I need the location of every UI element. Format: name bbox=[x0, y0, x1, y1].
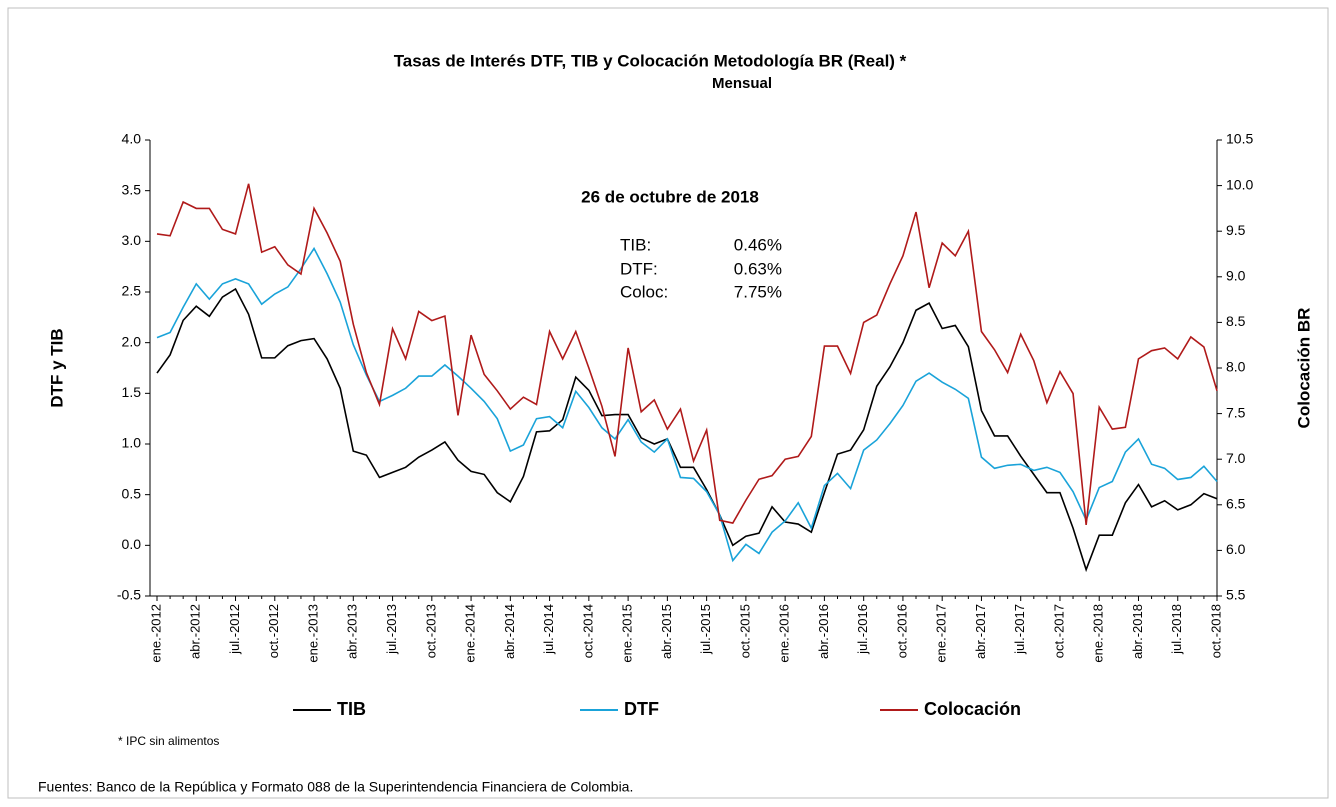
x-tick-label: ene.-2017 bbox=[934, 604, 949, 663]
x-tick-label: oct.-2016 bbox=[894, 604, 909, 658]
x-tick-label: oct.-2012 bbox=[266, 604, 281, 658]
annotation-date: 26 de octubre de 2018 bbox=[581, 187, 759, 206]
x-tick-label: jul.-2017 bbox=[1012, 604, 1027, 655]
chart-title: Tasas de Interés DTF, TIB y Colocación M… bbox=[394, 51, 907, 70]
chart-frame bbox=[7, 7, 1329, 799]
y-tick-label: 3.5 bbox=[122, 181, 142, 197]
annotation-label: DTF: bbox=[620, 259, 658, 278]
legend-label: TIB bbox=[337, 699, 366, 719]
x-tick-label: abr.-2018 bbox=[1130, 604, 1145, 659]
annotation-label: Coloc: bbox=[620, 282, 668, 301]
annotation-label: TIB: bbox=[620, 235, 651, 254]
annotation-value: 0.63% bbox=[734, 259, 782, 278]
y2-tick-label: 6.5 bbox=[1226, 496, 1246, 512]
x-tick-label: abr.-2014 bbox=[502, 604, 517, 659]
x-tick-label: ene.-2016 bbox=[777, 604, 792, 663]
y-tick-label: 0.0 bbox=[122, 536, 142, 552]
y-tick-label: 4.0 bbox=[122, 131, 142, 147]
x-tick-label: ene.-2018 bbox=[1091, 604, 1106, 663]
y2-tick-label: 10.5 bbox=[1226, 131, 1253, 147]
annotation-value: 0.46% bbox=[734, 235, 782, 254]
y-tick-label: 1.5 bbox=[122, 384, 142, 400]
footnote: * IPC sin alimentos bbox=[118, 734, 219, 748]
x-tick-label: abr.-2012 bbox=[188, 604, 203, 659]
y-tick-label: 0.5 bbox=[122, 485, 142, 501]
y2-tick-label: 5.5 bbox=[1226, 587, 1246, 603]
x-tick-label: abr.-2016 bbox=[816, 604, 831, 659]
y2-tick-label: 6.0 bbox=[1226, 541, 1246, 557]
y2-tick-label: 8.0 bbox=[1226, 359, 1246, 375]
y2-tick-label: 7.0 bbox=[1226, 450, 1246, 466]
x-tick-label: ene.-2013 bbox=[305, 604, 320, 663]
x-tick-label: oct.-2017 bbox=[1051, 604, 1066, 658]
y-axis-label: DTF y TIB bbox=[47, 328, 66, 407]
x-tick-label: ene.-2014 bbox=[463, 604, 478, 663]
x-tick-label: abr.-2017 bbox=[973, 604, 988, 659]
x-tick-label: oct.-2018 bbox=[1208, 604, 1223, 658]
y2-tick-label: 10.0 bbox=[1226, 176, 1253, 192]
x-tick-label: ene.-2012 bbox=[148, 604, 163, 663]
y-tick-label: 1.0 bbox=[122, 435, 142, 451]
y-tick-label: 2.5 bbox=[122, 283, 142, 299]
x-tick-label: jul.-2012 bbox=[227, 604, 242, 655]
y-tick-label: 2.0 bbox=[122, 333, 142, 349]
x-tick-label: jul.-2013 bbox=[384, 604, 399, 655]
y2-tick-label: 7.5 bbox=[1226, 404, 1246, 420]
x-tick-label: jul.-2018 bbox=[1169, 604, 1184, 655]
x-tick-label: oct.-2014 bbox=[580, 604, 595, 658]
x-tick-label: oct.-2015 bbox=[737, 604, 752, 658]
x-tick-label: ene.-2015 bbox=[620, 604, 635, 663]
x-tick-label: abr.-2013 bbox=[345, 604, 360, 659]
annotation-value: 7.75% bbox=[734, 282, 782, 301]
y2-tick-label: 9.5 bbox=[1226, 222, 1246, 238]
y2-tick-label: 8.5 bbox=[1226, 313, 1246, 329]
x-tick-label: jul.-2016 bbox=[855, 604, 870, 655]
source-note: Fuentes: Banco de la República y Formato… bbox=[38, 779, 633, 795]
y2-tick-label: 9.0 bbox=[1226, 268, 1246, 284]
legend-label: DTF bbox=[624, 699, 659, 719]
y2-axis-label: Colocación BR bbox=[1294, 308, 1313, 429]
x-tick-label: oct.-2013 bbox=[423, 604, 438, 658]
series-line bbox=[156, 246, 1218, 563]
legend-label: Colocación bbox=[924, 699, 1021, 719]
x-tick-label: abr.-2015 bbox=[659, 604, 674, 659]
x-tick-label: jul.-2015 bbox=[698, 604, 713, 655]
x-tick-label: jul.-2014 bbox=[541, 604, 556, 655]
series-line bbox=[156, 287, 1218, 573]
chart-subtitle: Mensual bbox=[712, 75, 772, 92]
series-line bbox=[156, 183, 1218, 525]
y-tick-label: -0.5 bbox=[117, 587, 141, 603]
y-tick-label: 3.0 bbox=[122, 232, 142, 248]
